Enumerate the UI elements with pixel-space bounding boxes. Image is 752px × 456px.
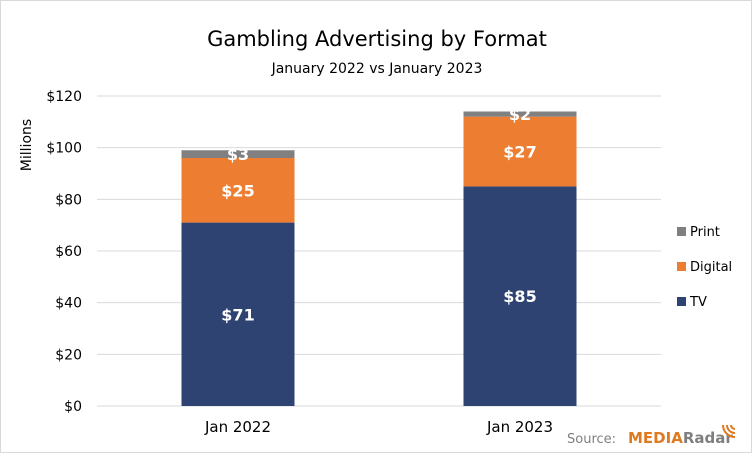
chart-title: Gambling Advertising by Format [207,27,547,51]
bar-segment-print [463,111,577,117]
y-tick-label: $0 [64,399,82,415]
legend-swatch-tv [677,297,686,306]
brand-media: MEDIA [628,429,683,447]
data-label-tv: $85 [503,287,536,306]
radar-logo-icon [722,424,736,438]
bar-segment-print [181,150,295,158]
data-label-print: $2 [509,105,531,124]
y-tick-label: $40 [55,296,82,312]
y-axis-label: Millions [19,119,35,171]
data-label-digital: $25 [221,181,254,200]
bar-segment-tv [181,222,295,406]
legend-swatch-print [677,227,686,236]
legend-label-print: Print [690,225,720,240]
legend-label-tv: TV [689,295,707,310]
y-tick-label: $80 [55,192,82,208]
bar-segment-digital [463,116,577,187]
x-tick-label: Jan 2022 [204,418,271,436]
source-credit: Source: MEDIARadar [567,424,736,447]
bar-segment-tv [463,186,577,406]
data-label-print: $3 [227,145,249,164]
data-label-digital: $27 [503,143,536,162]
bars: $71 $25 $3 $85 $27 $2 [181,105,577,406]
x-tick-label: Jan 2023 [486,418,553,436]
svg-text:MEDIARadar: MEDIARadar [628,429,733,447]
brand-radar: Radar [683,429,734,447]
data-label-tv: $71 [221,305,254,324]
legend: Print Digital TV [677,225,732,310]
legend-label-digital: Digital [690,260,732,275]
y-tick-label: $120 [46,89,82,105]
chart-subtitle: January 2022 vs January 2023 [271,61,483,77]
bar-segment-digital [181,158,295,223]
x-axis-ticks: Jan 2022 Jan 2023 [204,418,553,436]
y-tick-label: $20 [55,347,82,363]
source-label: Source: [567,432,616,447]
y-tick-label: $100 [46,141,82,157]
y-tick-label: $60 [55,244,82,260]
y-axis-ticks: $0 $20 $40 $60 $80 $100 $120 [46,89,82,415]
legend-swatch-digital [677,262,686,271]
